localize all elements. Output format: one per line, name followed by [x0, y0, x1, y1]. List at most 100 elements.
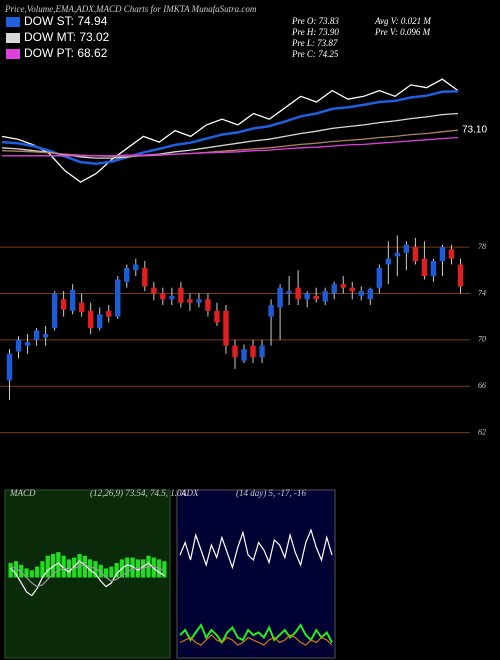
y-tick-label: 70	[478, 335, 486, 344]
y-tick-label: 74	[478, 288, 486, 297]
candle-body	[69, 289, 76, 311]
macd-bar	[8, 563, 13, 578]
adx-line	[179, 622, 333, 645]
y-tick-label: 66	[478, 381, 486, 390]
adx-subtitle: (14 day) 5, -17, -16	[236, 488, 306, 498]
candle-body	[115, 279, 121, 317]
macd-bar	[114, 563, 119, 578]
candle-body	[15, 339, 22, 352]
macd-subtitle: (12,26,9) 73.54, 74.5, 1.04	[90, 488, 186, 498]
macd-bar	[88, 559, 93, 578]
candle-body	[331, 284, 337, 294]
candle-body	[133, 264, 139, 271]
ema-line	[1, 129, 459, 158]
macd-bar	[35, 566, 40, 578]
candle-body	[277, 287, 283, 308]
adx-line	[179, 528, 333, 570]
y-tick-label: 62	[478, 427, 486, 436]
macd-bar	[24, 568, 29, 578]
stat: Avg V: 0.021 M	[374, 16, 431, 26]
candle-body	[24, 342, 31, 346]
macd-bar	[29, 570, 34, 578]
candle-body	[60, 299, 67, 310]
stat: Pre H: 73.90	[291, 27, 339, 37]
adx-title: ADX	[180, 488, 199, 498]
legend-swatch	[6, 49, 20, 59]
legend-swatch	[6, 33, 20, 43]
macd-bar	[56, 552, 61, 578]
adx-line	[179, 634, 333, 646]
candle-body	[286, 291, 292, 294]
candle-body	[205, 299, 211, 311]
candle-body	[106, 310, 112, 317]
macd-bar	[13, 561, 19, 578]
candle-body	[295, 287, 301, 300]
candle-body	[97, 314, 103, 329]
candle-body	[151, 287, 157, 294]
candle-body	[178, 287, 184, 303]
candle-body	[457, 264, 464, 287]
candle-body	[313, 295, 319, 300]
legend-label: DOW MT: 73.02	[24, 30, 110, 44]
macd-bar	[109, 566, 114, 578]
ema-line	[1, 78, 459, 183]
candle-body	[241, 349, 247, 361]
candle-body	[367, 288, 373, 300]
candle-body	[322, 291, 328, 302]
candle-body	[349, 287, 355, 292]
ema-line	[1, 112, 459, 159]
candle-body	[259, 345, 265, 358]
candle-body	[304, 293, 310, 300]
candle-body	[430, 260, 437, 277]
candle-body	[232, 345, 238, 358]
stat: Pre O: 73.83	[291, 16, 339, 26]
candle-body	[187, 299, 193, 303]
ema-line	[2, 136, 459, 157]
candle-body	[78, 302, 85, 313]
annotation: 73.10	[462, 125, 487, 136]
candle-body	[385, 258, 392, 265]
stat: Pre L: 73.87	[291, 38, 338, 48]
candle-body	[169, 295, 175, 300]
page-title: Price,Volume,EMA,ADX,MACD Charts for IMK…	[4, 4, 257, 14]
candle-body	[51, 293, 58, 329]
candle-body	[403, 244, 410, 253]
candle-body	[33, 330, 40, 340]
macd-bar	[61, 555, 66, 578]
legend-label: DOW PT: 68.62	[24, 46, 108, 60]
legend-label: DOW ST: 74.94	[24, 14, 108, 28]
candle-body	[412, 247, 419, 261]
macd-bar	[162, 561, 167, 578]
macd-title: MACD	[9, 488, 36, 498]
macd-bar	[40, 561, 45, 578]
macd-line	[10, 564, 165, 588]
macd-bar	[82, 555, 87, 578]
candle-body	[196, 299, 202, 303]
candle-body	[223, 310, 229, 346]
legend-swatch	[6, 17, 20, 27]
macd-bar	[103, 568, 109, 578]
candle-body	[142, 267, 148, 287]
macd-bar	[72, 557, 77, 578]
candle-body	[448, 249, 455, 259]
candle-body	[42, 334, 49, 338]
y-tick-label: 78	[478, 242, 486, 251]
candle-body	[124, 267, 130, 282]
macd-bar	[93, 561, 98, 578]
candle-body	[250, 345, 256, 358]
candle-body	[439, 247, 446, 261]
macd-bar	[45, 555, 50, 578]
macd-bar	[50, 553, 56, 578]
ema-line	[1, 89, 459, 166]
macd-bar	[77, 553, 82, 578]
candle-body	[214, 310, 220, 323]
candle-body	[340, 284, 346, 288]
macd-bar	[130, 557, 135, 578]
macd-bar	[98, 564, 103, 578]
candle-body	[87, 310, 94, 329]
candle-body	[376, 267, 383, 288]
stat: Pre V: 0.096 M	[374, 27, 431, 37]
macd-line	[10, 560, 165, 597]
